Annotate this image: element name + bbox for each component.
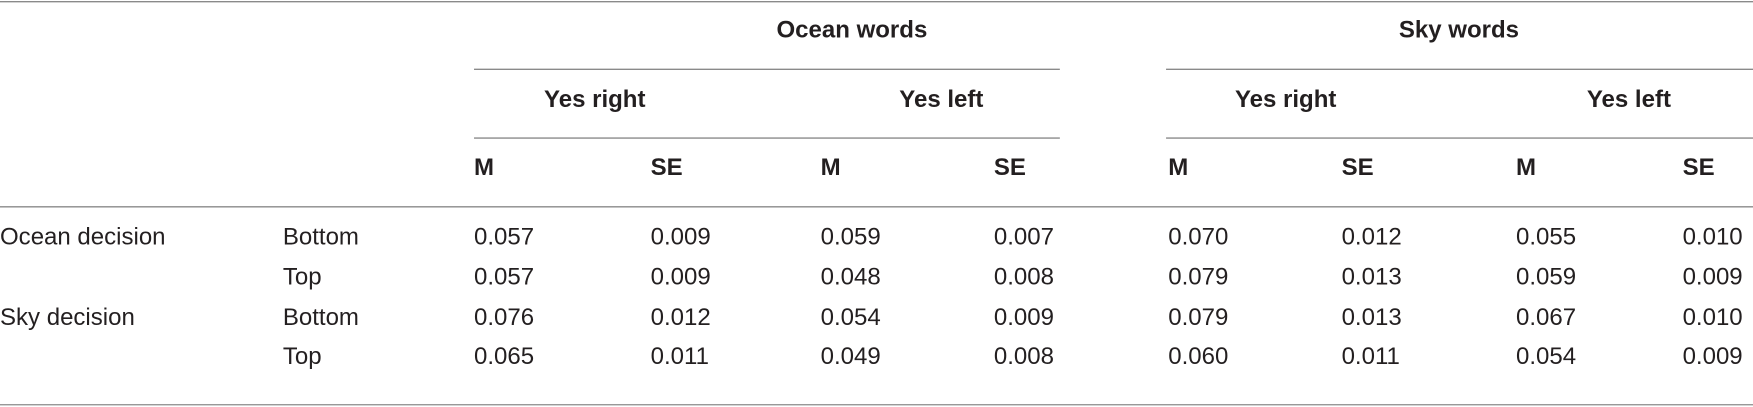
column-header: M bbox=[474, 154, 494, 181]
column-header: SE bbox=[1683, 154, 1715, 181]
cell: 0.008 bbox=[994, 343, 1054, 370]
cell: 0.079 bbox=[1168, 304, 1228, 331]
row-group: Sky decision bbox=[0, 304, 135, 331]
cell: 0.054 bbox=[1516, 343, 1576, 370]
cell: 0.009 bbox=[651, 264, 711, 291]
subgroup-header: Yes left bbox=[1587, 86, 1671, 113]
cell: 0.013 bbox=[1342, 264, 1402, 291]
column-header: SE bbox=[651, 154, 683, 181]
group-header: Sky words bbox=[1399, 17, 1519, 44]
cell: 0.057 bbox=[474, 224, 534, 251]
cell: 0.079 bbox=[1168, 264, 1228, 291]
cell: 0.049 bbox=[821, 343, 881, 370]
cell: 0.011 bbox=[1342, 343, 1400, 370]
row-label: Bottom bbox=[283, 224, 359, 251]
group-header: Ocean words bbox=[776, 17, 927, 44]
cell: 0.012 bbox=[1342, 224, 1402, 251]
cell: 0.060 bbox=[1168, 343, 1228, 370]
subgroup-header: Yes right bbox=[1235, 86, 1336, 113]
cell: 0.055 bbox=[1516, 224, 1576, 251]
row-label: Top bbox=[283, 264, 322, 291]
cell: 0.007 bbox=[994, 224, 1054, 251]
column-header: M bbox=[1516, 154, 1536, 181]
cell: 0.009 bbox=[994, 304, 1054, 331]
cell: 0.008 bbox=[994, 264, 1054, 291]
cell: 0.054 bbox=[821, 304, 881, 331]
cell: 0.010 bbox=[1683, 224, 1743, 251]
cell: 0.013 bbox=[1342, 304, 1402, 331]
row-label: Bottom bbox=[283, 304, 359, 331]
column-header: M bbox=[1168, 154, 1188, 181]
cell: 0.065 bbox=[474, 343, 534, 370]
cell: 0.009 bbox=[1683, 264, 1743, 291]
cell: 0.010 bbox=[1683, 304, 1743, 331]
cell: 0.059 bbox=[1516, 264, 1576, 291]
row-group: Ocean decision bbox=[0, 224, 166, 251]
cell: 0.009 bbox=[1683, 343, 1743, 370]
column-header: M bbox=[821, 154, 841, 181]
cell: 0.011 bbox=[651, 343, 709, 370]
cell: 0.070 bbox=[1168, 224, 1228, 251]
cell: 0.057 bbox=[474, 264, 534, 291]
row-label: Top bbox=[283, 343, 322, 370]
cell: 0.048 bbox=[821, 264, 881, 291]
cell: 0.009 bbox=[651, 224, 711, 251]
cell: 0.076 bbox=[474, 304, 534, 331]
cell: 0.059 bbox=[821, 224, 881, 251]
cell: 0.012 bbox=[651, 304, 711, 331]
subgroup-header: Yes right bbox=[544, 86, 645, 113]
column-header: SE bbox=[994, 154, 1026, 181]
cell: 0.067 bbox=[1516, 304, 1576, 331]
column-header: SE bbox=[1342, 154, 1374, 181]
subgroup-header: Yes left bbox=[899, 86, 983, 113]
